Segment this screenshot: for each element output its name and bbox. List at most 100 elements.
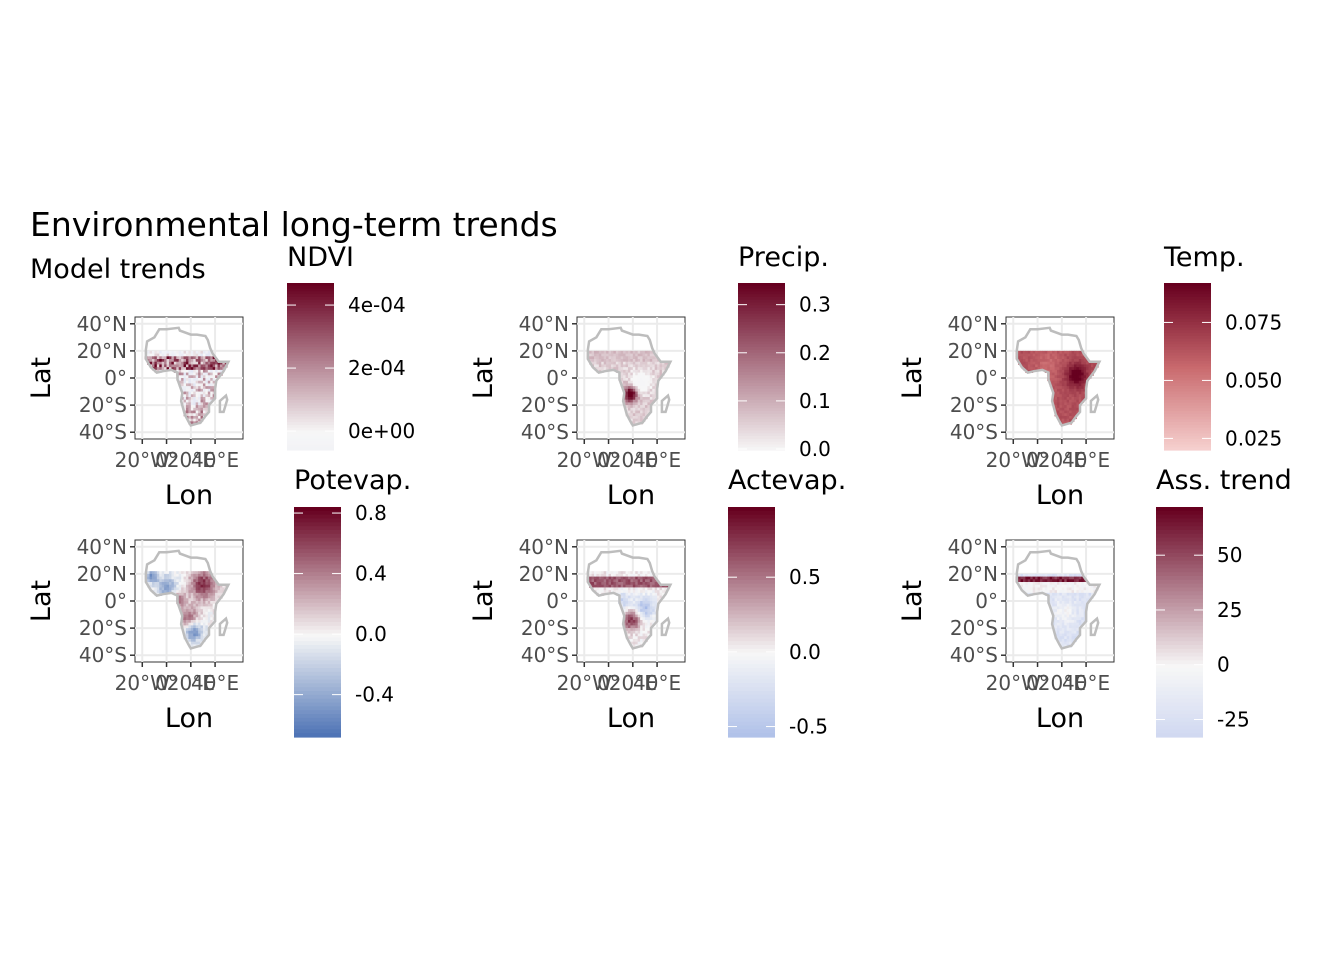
raster-cell — [1032, 584, 1036, 588]
raster-cell — [635, 633, 639, 637]
raster-cell — [1088, 590, 1092, 594]
raster-cell — [659, 590, 663, 594]
raster-cell — [1073, 587, 1077, 591]
raster-cell — [644, 625, 648, 629]
raster-cell — [198, 625, 201, 629]
raster-cell — [642, 617, 646, 621]
raster-cell — [198, 350, 201, 354]
raster-cell — [1071, 628, 1075, 632]
raster-cell — [652, 590, 656, 594]
raster-cell — [1044, 361, 1048, 365]
raster-cell — [1059, 356, 1063, 360]
raster-cell — [644, 367, 648, 371]
raster-cell — [205, 353, 209, 357]
raster-cell — [212, 372, 216, 376]
raster-cell — [642, 582, 646, 586]
raster-cell — [154, 579, 158, 583]
legend-swatch — [738, 305, 785, 309]
raster-cell — [190, 353, 194, 357]
raster-cell — [215, 592, 218, 596]
raster-cell — [193, 595, 197, 599]
legend-swatch — [294, 729, 341, 734]
raster-cell — [195, 614, 199, 618]
raster-cell — [188, 415, 192, 420]
raster-cell — [1064, 413, 1068, 417]
raster-cell — [207, 601, 211, 605]
legend-swatch — [294, 629, 341, 635]
raster-cell — [1059, 603, 1063, 607]
raster-cell — [1083, 378, 1087, 382]
raster-cell — [627, 614, 631, 618]
raster-cell — [625, 603, 629, 607]
legend-swatch — [1164, 447, 1211, 451]
raster-cell — [640, 633, 643, 637]
raster-cell — [606, 359, 609, 363]
raster-cell — [640, 386, 643, 390]
legend-swatch — [1164, 327, 1211, 331]
raster-cell — [1069, 410, 1072, 414]
legend-swatch — [1164, 360, 1211, 365]
raster-cell — [630, 598, 634, 602]
raster-cell — [198, 361, 201, 365]
legend-swatch — [1156, 733, 1203, 738]
raster-cell — [649, 380, 653, 384]
raster-cell — [615, 587, 619, 591]
raster-cell — [596, 573, 600, 577]
raster-cell — [1056, 592, 1060, 596]
raster-cell — [183, 361, 187, 365]
raster-cell — [610, 353, 614, 357]
y-tick-label: 40°S — [950, 643, 998, 667]
legend-swatch — [1156, 671, 1203, 677]
raster-cell — [1047, 573, 1051, 577]
raster-cell — [593, 356, 597, 360]
raster-cell — [623, 356, 626, 360]
raster-cell — [1056, 405, 1060, 409]
legend-swatch — [1164, 302, 1211, 306]
raster-cell — [637, 396, 641, 401]
raster-cell — [610, 364, 614, 368]
raster-cell — [649, 595, 653, 599]
raster-cell — [205, 383, 209, 387]
raster-cell — [202, 579, 206, 583]
legend-swatch — [1156, 572, 1203, 577]
raster-cell — [202, 396, 206, 401]
raster-cell — [632, 375, 636, 379]
raster-cell — [1056, 350, 1060, 354]
raster-cell — [1042, 579, 1046, 583]
raster-cell — [644, 609, 648, 613]
raster-cell — [1090, 369, 1094, 373]
raster-cell — [1064, 396, 1068, 401]
raster-cell — [1052, 361, 1055, 365]
raster-cell — [1059, 396, 1063, 401]
raster-cell — [1071, 625, 1075, 629]
raster-cell — [610, 584, 614, 588]
legend-swatch — [728, 579, 775, 585]
legend-swatch — [294, 706, 341, 711]
raster-cell — [205, 584, 209, 588]
raster-cell — [178, 350, 182, 354]
raster-cell — [166, 359, 170, 363]
raster-cell — [193, 372, 197, 376]
raster-cell — [620, 598, 624, 602]
raster-cell — [195, 573, 199, 577]
raster-cell — [630, 636, 634, 640]
raster-cell — [207, 375, 211, 379]
raster-cell — [1066, 606, 1070, 610]
raster-cell — [632, 388, 636, 392]
legend-swatch — [287, 419, 334, 423]
legend-swatch — [287, 447, 334, 451]
raster-cell — [596, 587, 600, 591]
raster-cell — [644, 407, 648, 411]
raster-cell — [635, 418, 639, 422]
raster-cell — [620, 359, 624, 363]
raster-cell — [625, 625, 629, 629]
raster-cell — [154, 582, 158, 586]
raster-cell — [635, 388, 639, 392]
raster-cell — [632, 369, 636, 373]
raster-cell — [1064, 418, 1068, 422]
raster-cell — [178, 571, 182, 575]
raster-cell — [193, 359, 197, 363]
raster-cell — [207, 350, 211, 354]
raster-cell — [168, 584, 172, 588]
legend-swatch — [728, 530, 775, 535]
